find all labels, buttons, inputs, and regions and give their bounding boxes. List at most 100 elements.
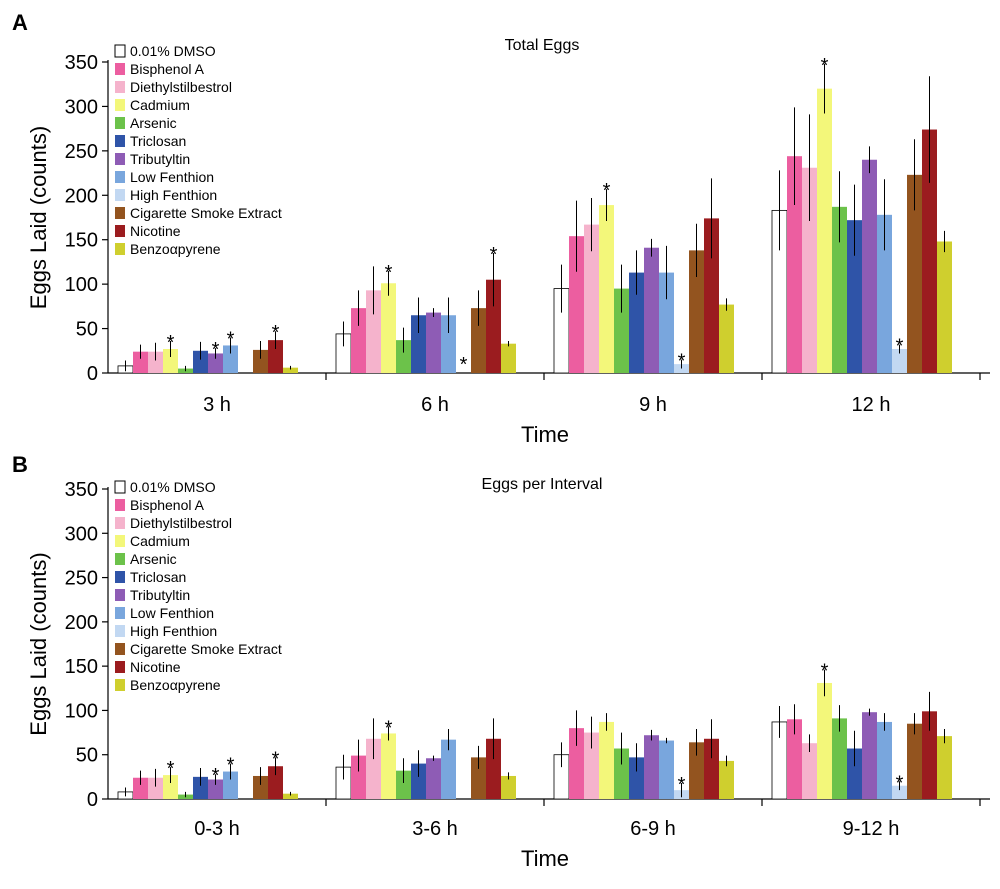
significance-star: * xyxy=(603,180,611,202)
legend-label: Arsenic xyxy=(130,115,177,131)
bar xyxy=(704,738,719,799)
x-tick-label: 9 h xyxy=(639,394,667,416)
y-tick-label: 150 xyxy=(65,656,98,678)
bar xyxy=(351,755,366,799)
legend-swatch xyxy=(115,517,125,529)
panel-label: A xyxy=(12,10,28,35)
legend-label: Low Fenthion xyxy=(130,169,214,185)
bar xyxy=(787,719,802,799)
bar xyxy=(381,283,396,373)
significance-star: * xyxy=(227,755,235,777)
panel-b-chart: B Eggs per Interval 0 50 100 150 200 250 300 350 E… xyxy=(12,452,990,871)
y-tick-label: 350 xyxy=(65,52,98,74)
significance-star: * xyxy=(212,339,220,361)
bar xyxy=(396,770,411,799)
bar xyxy=(877,214,892,373)
panel-a-chart: A Total Eggs 0 50 100 150 200 250 300 350 Eggs Lai… xyxy=(12,10,990,447)
legend-swatch xyxy=(115,679,125,691)
bar xyxy=(471,757,486,799)
y-tick-label: 300 xyxy=(65,523,98,545)
bar xyxy=(659,272,674,373)
bar xyxy=(133,351,148,373)
y-tick-label: 250 xyxy=(65,568,98,590)
bar xyxy=(847,748,862,799)
legend-swatch xyxy=(115,63,125,75)
bar xyxy=(441,315,456,373)
legend-swatch xyxy=(115,553,125,565)
significance-star: * xyxy=(678,774,686,796)
bar xyxy=(283,367,298,373)
bar xyxy=(426,312,441,373)
bar xyxy=(501,775,516,799)
x-tick-label: 3-6 h xyxy=(412,818,458,840)
bar xyxy=(862,712,877,799)
significance-star: * xyxy=(460,354,468,376)
bar xyxy=(847,220,862,373)
legend-swatch xyxy=(115,499,125,511)
bar xyxy=(193,350,208,373)
bar xyxy=(877,721,892,799)
legend-label: Benzoαpyrene xyxy=(130,677,221,693)
legend-label: Nicotine xyxy=(130,223,181,239)
legend-swatch xyxy=(115,99,125,111)
bar xyxy=(223,771,238,799)
chart-title: Total Eggs xyxy=(505,37,580,54)
legend-swatch xyxy=(115,207,125,219)
bar xyxy=(411,315,426,373)
legend-swatch xyxy=(115,135,125,147)
legend-label: Low Fenthion xyxy=(130,605,214,621)
bar xyxy=(659,740,674,799)
bar xyxy=(163,349,178,373)
y-axis-label: Eggs Laid (counts) xyxy=(26,126,51,309)
bar xyxy=(787,156,802,373)
y-tick-label: 100 xyxy=(65,700,98,722)
legend-label: Bisphenol A xyxy=(130,61,205,77)
bar xyxy=(193,776,208,799)
bar xyxy=(614,748,629,799)
legend-label: Bisphenol A xyxy=(130,497,205,513)
bar xyxy=(351,308,366,373)
bar xyxy=(486,738,501,799)
significance-star: * xyxy=(385,717,393,739)
bar xyxy=(253,349,268,373)
bar xyxy=(802,743,817,799)
legend-label: Cigarette Smoke Extract xyxy=(130,641,282,657)
bar xyxy=(937,241,952,373)
x-axis-label: Time xyxy=(521,422,569,447)
bar xyxy=(719,760,734,799)
bar xyxy=(907,174,922,373)
bar xyxy=(148,777,163,799)
bar xyxy=(569,728,584,799)
bar xyxy=(832,718,847,799)
bar xyxy=(133,777,148,799)
bar xyxy=(614,288,629,373)
bar xyxy=(486,279,501,373)
significance-star: * xyxy=(272,748,280,770)
y-tick-label: 350 xyxy=(65,479,98,501)
significance-star: * xyxy=(490,244,498,266)
legend-swatch xyxy=(115,243,125,255)
y-axis-label: Eggs Laid (counts) xyxy=(26,552,51,735)
legend-label: Cigarette Smoke Extract xyxy=(130,205,282,221)
legend-label: 0.01% DMSO xyxy=(130,479,216,495)
legend-label: Nicotine xyxy=(130,659,181,675)
bar xyxy=(892,349,907,373)
legend-swatch xyxy=(115,171,125,183)
legend-swatch xyxy=(115,661,125,673)
bar xyxy=(689,742,704,799)
bar xyxy=(629,272,644,373)
y-tick-label: 100 xyxy=(65,274,98,296)
bar xyxy=(441,739,456,799)
significance-star: * xyxy=(821,55,829,77)
legend-label: Cadmium xyxy=(130,97,190,113)
legend-label: 0.01% DMSO xyxy=(130,43,216,59)
y-tick-label: 50 xyxy=(76,319,98,341)
legend-label: Arsenic xyxy=(130,551,177,567)
legend-swatch xyxy=(114,44,126,58)
legend-swatch xyxy=(115,81,125,93)
bar xyxy=(644,735,659,799)
bar xyxy=(163,775,178,799)
bar xyxy=(366,738,381,799)
